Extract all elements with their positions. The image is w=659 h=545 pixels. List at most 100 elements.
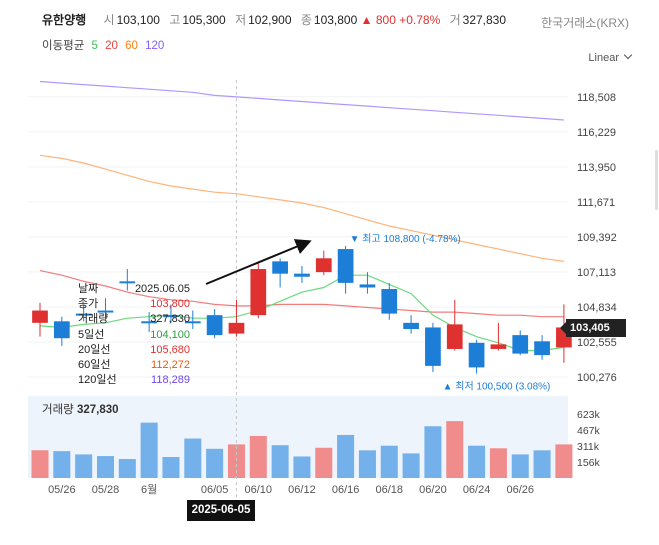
x-tick-label: 05/28 — [92, 484, 120, 496]
candle-body — [381, 289, 398, 314]
tooltip-row: 60일선 112,272 — [78, 358, 190, 373]
volume-bar — [96, 456, 115, 478]
candle-body — [490, 344, 507, 349]
tooltip-key: 20일선 — [78, 343, 111, 356]
candle-body — [53, 321, 70, 339]
candle-body — [468, 342, 485, 368]
volume-tick-label: 467k — [577, 425, 601, 437]
tooltip-key: 60일선 — [78, 359, 111, 372]
candle-body — [534, 341, 550, 356]
ma120-line — [39, 80, 564, 121]
volume-bar — [424, 426, 442, 478]
low-label: 저 — [235, 13, 247, 27]
candle-body — [446, 324, 463, 349]
open-label: 시 — [103, 13, 115, 27]
x-tick-label: 06/24 — [463, 484, 491, 496]
candle-body — [163, 315, 179, 318]
ma-legend-120[interactable]: 120 — [145, 40, 165, 52]
volume-label: 거래량 327,830 — [42, 401, 119, 417]
low-annotation: ▲ 최저 100,500 (3.08%) — [443, 381, 551, 393]
y-tick-label: 116,229 — [577, 127, 616, 139]
volume-bar — [53, 451, 71, 478]
ma60-line — [39, 154, 564, 262]
tooltip-row: 날짜 2025.06.05 — [78, 282, 190, 297]
scale-mode-label: Linear — [588, 52, 619, 64]
y-tick-label: 118,508 — [577, 92, 616, 104]
volume-bar — [402, 453, 420, 478]
candle-body — [75, 313, 92, 316]
tooltip-value: 103,800 — [150, 298, 190, 311]
tooltip-value: 112,272 — [151, 359, 190, 372]
tooltip-row: 120일선 118,289 — [78, 373, 190, 388]
volume-bar — [249, 435, 267, 478]
volume-header-value: 327,830 — [462, 13, 507, 27]
candle-body — [32, 310, 48, 323]
volume-bar — [206, 448, 224, 478]
ma-legend-60[interactable]: 60 — [125, 40, 138, 52]
x-tick-label: 6월 — [141, 483, 157, 496]
y-tick-label: 100,276 — [577, 372, 617, 384]
volume-bar — [75, 454, 93, 478]
tooltip-row: 20일선 105,680 — [78, 343, 190, 358]
stock-name[interactable]: 유한양행 — [42, 13, 87, 27]
ma-legend-5[interactable]: 5 — [91, 40, 98, 52]
candle-body — [141, 321, 158, 324]
volume-bar — [227, 444, 245, 478]
tooltip-value: 2025.06.05 — [134, 283, 190, 295]
candle-body — [294, 273, 310, 277]
ma-legend-20[interactable]: 20 — [105, 40, 118, 52]
candle-body — [425, 327, 441, 366]
scale-mode-dropdown[interactable]: Linear — [588, 50, 633, 64]
y-tick-label: 104,834 — [577, 302, 617, 314]
volume-bar — [511, 454, 529, 478]
volume-bar — [315, 447, 333, 478]
x-tick-label: 06/05 — [201, 484, 229, 496]
volume-bar — [446, 421, 464, 478]
candle-body — [119, 281, 136, 284]
ma-legend-label: 이동평균 — [42, 40, 85, 52]
candle-body — [359, 284, 376, 288]
x-tick-label: 06/20 — [419, 484, 447, 496]
close-label: 종 — [300, 13, 312, 27]
volume-label-value: 327,830 — [76, 404, 119, 416]
x-tick-label: 06/12 — [288, 484, 316, 496]
arrow-annotation — [205, 239, 312, 285]
volume-bar — [271, 445, 289, 478]
tooltip-row: 거래량 327,830 — [78, 312, 190, 327]
x-tick-label: 05/26 — [48, 484, 76, 496]
volume-bar — [380, 445, 398, 478]
y-tick-label: 111,671 — [577, 197, 615, 209]
tooltip-key: 날짜 — [78, 283, 99, 295]
tooltip-key: 120일선 — [78, 374, 117, 387]
tooltip-value: 327,830 — [150, 313, 190, 326]
high-label: 고 — [169, 13, 181, 27]
close-value: 103,800 — [313, 13, 358, 27]
tooltip-value: 118,289 — [151, 374, 190, 387]
x-tick-label: 06/18 — [376, 484, 404, 496]
x-tick-label: 06/10 — [245, 484, 273, 496]
volume-header-label: 거 — [449, 13, 461, 27]
tooltip-row: 종가 103,800 — [78, 297, 190, 312]
x-tick-label: 06/16 — [332, 484, 360, 496]
candle-body — [403, 322, 419, 329]
crosshair-date-tag: 2025-06-05 — [187, 500, 255, 521]
ma5-line — [39, 274, 564, 352]
stock-header: 유한양행 시 103,100 고 105,300 저 102,900 종 103,800… — [42, 11, 506, 28]
candle-body — [315, 258, 332, 273]
candle-body — [184, 321, 201, 324]
y-tick-label: 107,113 — [577, 267, 616, 279]
volume-bar — [489, 448, 507, 478]
volume-bar — [555, 444, 573, 478]
crosshair-tooltip: 날짜 2025.06.05 종가 103,800 거래량 327,830 5일선 104,10… — [78, 282, 190, 388]
candle-body — [97, 310, 114, 313]
volume-bar — [31, 450, 49, 478]
low-value: 102,900 — [248, 13, 292, 27]
candle-body — [272, 261, 288, 274]
x-tick-label: 06/26 — [506, 484, 534, 496]
volume-bar — [358, 450, 376, 478]
exchange-label: 한국거래소(KRX) — [541, 16, 629, 30]
scrollbar[interactable] — [655, 150, 658, 210]
high-value: 105,300 — [182, 13, 226, 27]
volume-bar — [140, 422, 158, 478]
